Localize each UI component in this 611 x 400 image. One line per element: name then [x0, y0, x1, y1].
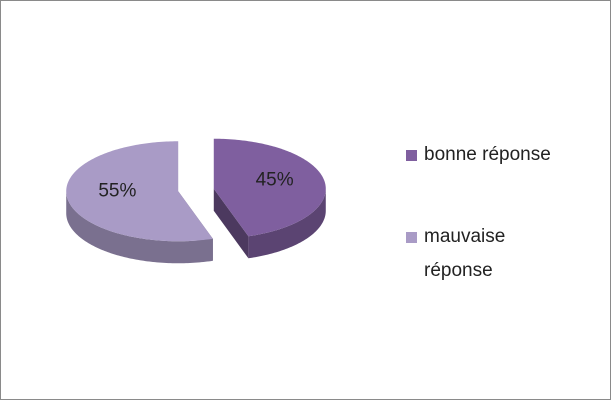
data-label: 55% [98, 181, 136, 202]
slice-wall [66, 191, 213, 264]
slice [66, 141, 213, 242]
legend-swatch [406, 232, 417, 243]
slice-wall [248, 188, 326, 259]
data-label: 45% [256, 169, 294, 190]
legend-swatch [406, 150, 417, 161]
slice [213, 138, 326, 237]
slice-side [213, 188, 249, 259]
legend-label: mauvaise réponse [424, 226, 506, 281]
legend-label: bonne réponse [424, 144, 551, 165]
